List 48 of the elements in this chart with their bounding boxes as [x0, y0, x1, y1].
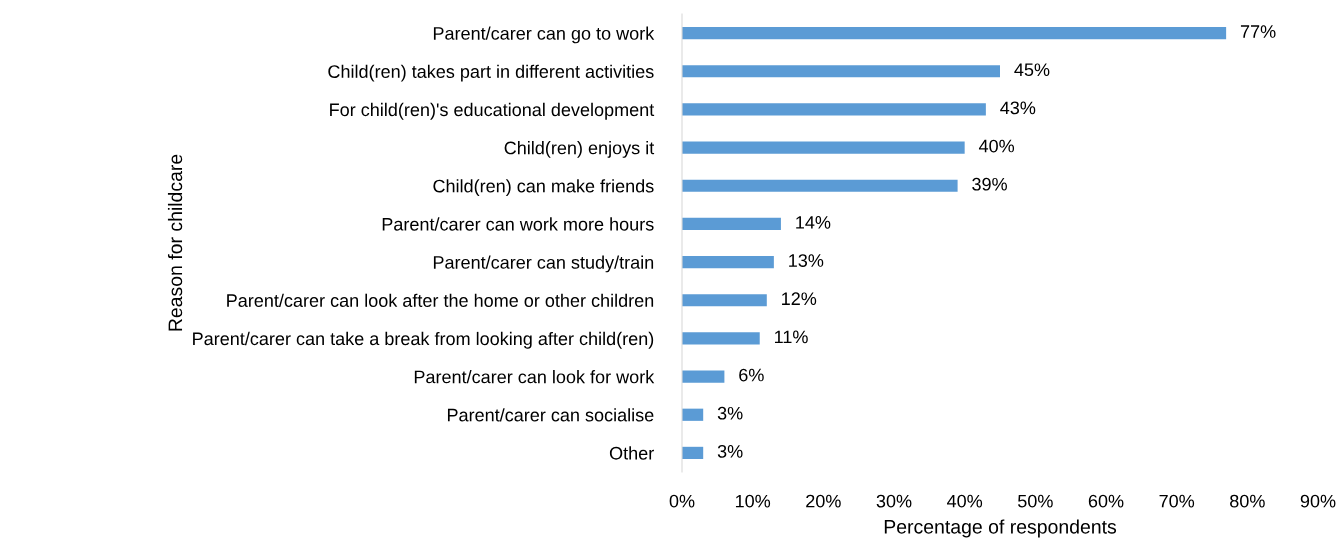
- y-tick-label: Parent/carer can work more hours: [382, 217, 654, 231]
- bar: [682, 294, 767, 307]
- x-tick-label: 30%: [876, 494, 912, 508]
- data-label: 12%: [782, 292, 817, 306]
- data-label: 11%: [775, 330, 808, 344]
- bar: [682, 179, 958, 192]
- y-tick-label: Parent/carer can look for work: [414, 370, 655, 384]
- bar: [682, 103, 986, 116]
- data-label: 39%: [972, 177, 1007, 191]
- data-label: 14%: [796, 216, 831, 229]
- x-tick-label: 50%: [1017, 494, 1053, 508]
- x-tick-label: 90%: [1300, 494, 1336, 508]
- x-axis-title: Percentage of respondents: [884, 519, 1117, 538]
- y-tick-label: For child(ren)'s educational development: [330, 102, 655, 120]
- bar: [682, 408, 704, 421]
- bar: [682, 332, 760, 345]
- y-tick-label: Parent/carer can take a break from looking after child(ren): [193, 331, 654, 349]
- x-tick-label: 80%: [1230, 494, 1265, 508]
- y-tick-label: Parent/carer can socialise: [447, 408, 654, 422]
- bar: [682, 370, 725, 383]
- y-tick-label: Other: [609, 446, 654, 460]
- y-tick-label: Parent/carer can look after the home or other children: [227, 293, 654, 307]
- bar: [682, 26, 1227, 40]
- y-tick-label: Child(ren) enjoys it: [504, 141, 655, 158]
- x-tick-label: 40%: [947, 494, 983, 508]
- y-tick-label: Child(ren) can make friends: [433, 179, 654, 197]
- data-label: 3%: [717, 444, 743, 458]
- y-tick-label: Parent/carer can study/train: [433, 255, 654, 273]
- data-label: 77%: [1240, 25, 1276, 38]
- bar: [682, 141, 965, 154]
- data-label: 13%: [789, 254, 824, 267]
- y-tick-label: Parent/carer can go to work: [433, 26, 655, 44]
- data-label: 6%: [739, 368, 764, 382]
- y-axis-title: Reason for childcare: [167, 154, 183, 331]
- data-label: 40%: [978, 139, 1015, 153]
- y-tick-label: Child(ren) takes part in different activities: [328, 64, 654, 82]
- data-label: 43%: [1000, 101, 1036, 115]
- data-label: 45%: [1014, 63, 1050, 77]
- bar: [682, 217, 781, 231]
- x-tick-label: 0%: [669, 494, 695, 508]
- x-tick-label: 70%: [1159, 494, 1195, 508]
- data-label: 3%: [717, 406, 743, 420]
- bar: [682, 446, 704, 460]
- bar: [682, 255, 774, 269]
- x-tick-label: 20%: [806, 494, 841, 508]
- x-tick-label: 10%: [735, 494, 771, 508]
- x-tick-label: 60%: [1088, 494, 1124, 508]
- bar: [682, 65, 1000, 78]
